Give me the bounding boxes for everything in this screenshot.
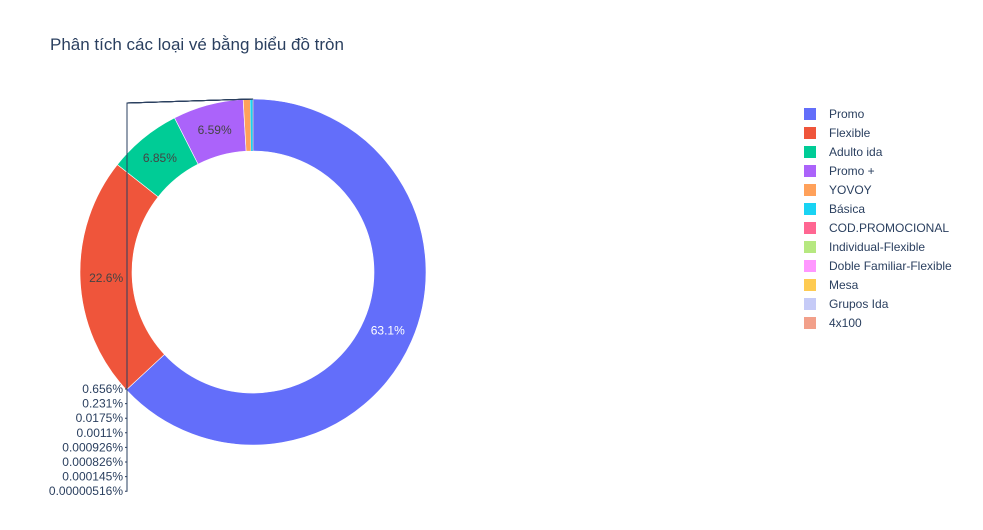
legend-label-4x100: 4x100 [829, 316, 862, 330]
legend-swatch-mesa [804, 279, 816, 291]
legend-item-cod-promocional[interactable]: COD.PROMOCIONAL [804, 221, 949, 235]
legend-swatch-yovoy [804, 184, 816, 196]
legend-swatch-adulto-ida [804, 146, 816, 158]
legend-swatch-4x100 [804, 317, 816, 329]
legend-label-grupos-ida: Grupos Ida [829, 297, 889, 311]
slice-label-4x100: 0.00000516% [49, 484, 123, 498]
legend-item-promo[interactable]: Promo + [804, 164, 875, 178]
legend-label-mesa: Mesa [829, 278, 859, 292]
legend-item-adulto-ida[interactable]: Adulto ida [804, 145, 883, 159]
slice-label-cod-promocional: 0.0175% [76, 411, 124, 425]
legend-item-4x100[interactable]: 4x100 [804, 316, 862, 330]
legend-item-mesa[interactable]: Mesa [804, 278, 859, 292]
slice-label-grupos-ida: 0.000145% [62, 470, 123, 484]
legend-item-flexible[interactable]: Flexible [804, 126, 871, 140]
legend-swatch-individual-flexible [804, 241, 816, 253]
legend-label-adulto-ida: Adulto ida [829, 145, 883, 159]
legend-label-doble-familiar-flexible: Doble Familiar-Flexible [829, 259, 952, 273]
legend-label-promo: Promo + [829, 164, 875, 178]
slice-label-doble-familiar-flexible: 0.000926% [62, 440, 123, 454]
legend-label-b-sica: Básica [829, 202, 865, 216]
slice-label-flexible: 22.6% [89, 271, 123, 285]
slice-label-promo: 63.1% [371, 324, 405, 338]
legend-item-individual-flexible[interactable]: Individual-Flexible [804, 240, 925, 254]
legend-label-promo: Promo [829, 107, 865, 121]
slice-label-b-sica: 0.231% [82, 397, 123, 411]
legend-label-flexible: Flexible [829, 126, 871, 140]
donut-slices [80, 99, 426, 445]
legend-swatch-grupos-ida [804, 298, 816, 310]
slice-label-individual-flexible: 0.0011% [77, 426, 124, 440]
slice-label-mesa: 0.000826% [62, 455, 123, 469]
legend-label-individual-flexible: Individual-Flexible [829, 240, 925, 254]
legend-item-yovoy[interactable]: YOVOY [804, 183, 872, 197]
legend-swatch-promo [804, 165, 816, 177]
legend-item-b-sica[interactable]: Básica [804, 202, 865, 216]
slice-label-promo: 6.59% [198, 123, 232, 137]
slice-label-adulto-ida: 6.85% [143, 151, 177, 165]
legend-swatch-doble-familiar-flexible [804, 260, 816, 272]
legend-label-cod-promocional: COD.PROMOCIONAL [829, 221, 949, 235]
legend-item-grupos-ida[interactable]: Grupos Ida [804, 297, 889, 311]
legend-swatch-promo [804, 108, 816, 120]
slice-label-yovoy: 0.656% [82, 382, 123, 396]
chart-title: Phân tích các loại vé bằng biểu đồ tròn [50, 35, 344, 54]
legend-swatch-flexible [804, 127, 816, 139]
legend-swatch-b-sica [804, 203, 816, 215]
legend-label-yovoy: YOVOY [829, 183, 872, 197]
legend-swatch-cod-promocional [804, 222, 816, 234]
legend-item-promo[interactable]: Promo [804, 107, 865, 121]
legend-item-doble-familiar-flexible[interactable]: Doble Familiar-Flexible [804, 259, 952, 273]
legend: Promo Flexible Adulto ida Promo + YOVOY Básic… [804, 107, 952, 330]
